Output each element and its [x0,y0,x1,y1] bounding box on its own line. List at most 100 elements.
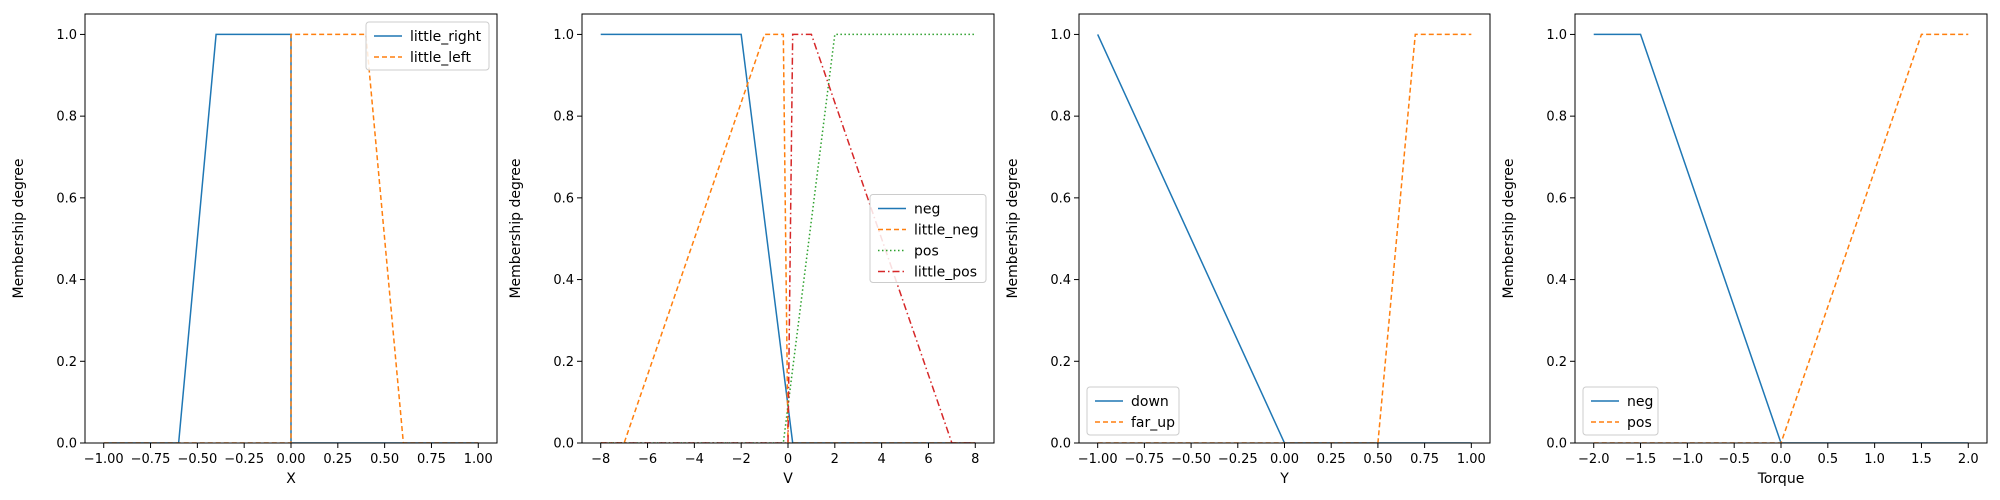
x-tick-label: −0.50 [1171,452,1211,467]
x-tick-label: 0.75 [417,452,446,467]
legend-label: neg [1627,394,1653,410]
x-tick-label: −1.00 [84,452,124,467]
x-tick-label: 0.50 [1363,452,1392,467]
legend-box [365,21,490,71]
x-tick-label: 0.25 [323,452,352,467]
y-axis-label: Membership degree [1005,158,1021,298]
y-tick-label: 0.8 [1050,110,1071,125]
series-line-pos [600,33,976,443]
y-tick-label: 0.2 [553,355,574,370]
y-tick-label: 0.4 [1546,273,1567,288]
x-tick-label: 1.00 [1457,452,1486,467]
y-tick-label: 0.4 [56,273,77,288]
x-tick-label: 0.50 [370,452,399,467]
x-tick-label: 2.0 [1958,452,1979,467]
legend-label: pos [914,244,939,260]
legend-label: neg [914,202,940,218]
legend: down far_up [1086,386,1180,436]
legend-box [1582,386,1659,436]
y-tick-label: 0.4 [553,273,574,288]
legend-box [869,194,987,283]
series-line-down [1096,34,1472,443]
y-tick-label: 0.0 [1546,437,1567,452]
y-tick-label: 0.0 [56,437,77,452]
legend-box [1086,386,1180,436]
series-line-little-pos [600,33,976,443]
series-line-little-right [103,33,479,443]
y-tick-label: 0.0 [1050,437,1071,452]
x-tick-label: 0.0 [1771,452,1792,467]
series-line-pos [1593,33,1969,443]
y-tick-label: 0.4 [1050,273,1071,288]
x-tick-label: 0.00 [277,452,306,467]
x-tick-label: 0 [784,452,792,467]
y-tick-label: 1.0 [56,28,77,43]
x-tick-label: 4 [877,452,885,467]
x-tick-label: −2.0 [1578,452,1610,467]
y-tick-label: 0.8 [553,110,574,125]
legend-label: little_right [410,29,482,45]
series-line-little-left [103,33,479,443]
y-tick-label: 0.8 [1546,110,1567,125]
series-line-little-neg [600,33,976,443]
y-tick-label: 0.2 [1050,355,1071,370]
legend-label: little_pos [914,265,977,281]
y-tick-label: 0.2 [1546,355,1567,370]
series-group [600,33,976,443]
y-axis-label: Membership degree [11,158,27,298]
y-tick-label: 0.8 [56,110,77,125]
y-axis-label: Membership degree [1501,158,1517,298]
subplot-1: −1.00 −0.75 −0.50 −0.25 0.00 0.25 0.50 0.75 1.00… [11,13,498,487]
x-tick-label: −0.25 [1218,452,1258,467]
plot-frame [1078,13,1491,444]
legend: neg pos [1582,386,1659,436]
legend-label: little_left [410,50,471,66]
series-line-neg [600,33,976,443]
x-tick-label: −0.75 [131,452,171,467]
legend-label: far_up [1131,415,1175,431]
series-line-far-up [1097,33,1472,443]
y-tick-label: 0.2 [56,355,77,370]
legend-label: little_neg [914,223,979,239]
series-group [1096,33,1472,443]
y-tick-label: 1.0 [1546,28,1567,43]
x-tick-label: 0.75 [1410,452,1439,467]
x-axis-label: X [286,471,296,487]
y-tick-label: 0.6 [1050,191,1071,206]
series-group [103,33,479,443]
x-tick-label: −1.5 [1625,452,1657,467]
x-tick-label: 1.0 [1864,452,1885,467]
x-tick-label: −0.75 [1124,452,1164,467]
y-axis-label: Membership degree [508,158,524,298]
x-tick-label: 0.5 [1817,452,1838,467]
subplot-4: −2.0 −1.5 −1.0 −0.5 0.0 0.5 1.0 1.5 2.0 0.0 0.2 0.4… [1501,13,1988,487]
legend-label: down [1131,394,1169,410]
x-tick-label: −4 [685,452,704,467]
x-tick-label: 1.00 [464,452,493,467]
y-tick-label: 1.0 [1050,28,1071,43]
x-axis-label: V [783,471,793,487]
x-tick-label: −0.25 [224,452,264,467]
subplot-3: −1.00 −0.75 −0.50 −0.25 0.00 0.25 0.50 0.75 1.00… [1005,13,1491,487]
legend: little_right little_left [365,21,490,71]
x-tick-label: 0.00 [1270,452,1299,467]
series-group [1593,33,1969,443]
y-tick-label: 1.0 [553,28,574,43]
plot-frame [1574,13,1988,444]
y-tick-label: 0.6 [553,191,574,206]
x-tick-label: −8 [591,452,610,467]
x-tick-label: 2 [831,452,839,467]
x-axis-label: Torque [1757,471,1805,487]
legend-label: pos [1627,415,1652,431]
x-tick-label: 0.25 [1317,452,1346,467]
x-tick-label: 1.5 [1911,452,1932,467]
x-tick-label: −2 [732,452,751,467]
subplot-2: −8 −6 −4 −2 0 2 4 6 8 0.0 0.2 0.4 0.6 0.8 1.0 V Membersh… [508,13,995,487]
x-tick-label: −1.0 [1672,452,1704,467]
x-tick-label: −0.50 [177,452,217,467]
y-tick-label: 0.6 [56,191,77,206]
y-tick-label: 0.0 [553,437,574,452]
x-tick-label: 8 [971,452,979,467]
